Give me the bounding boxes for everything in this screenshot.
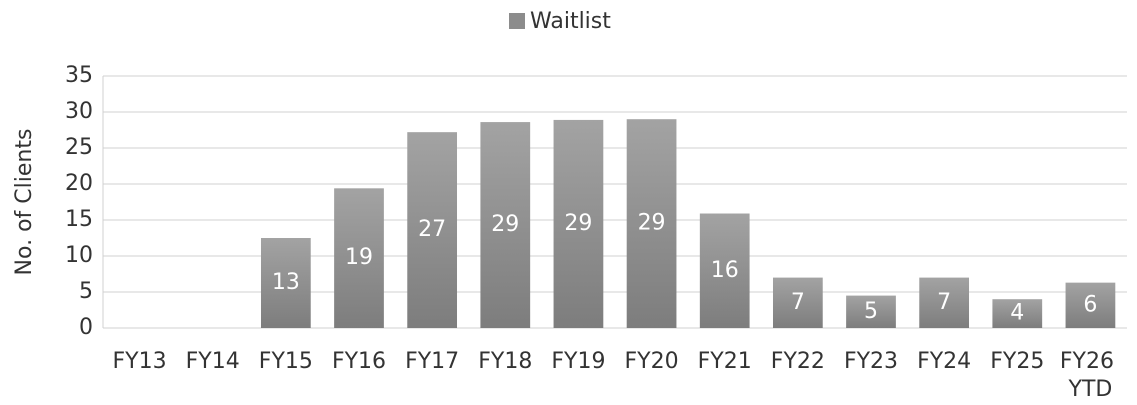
- bar: [772, 277, 823, 328]
- x-tick-label: FY16: [332, 349, 386, 374]
- data-label: 16: [711, 258, 739, 283]
- y-tick-label: 5: [79, 279, 93, 304]
- bar: [919, 277, 970, 328]
- legend-label: Waitlist: [530, 9, 611, 34]
- y-tick-label: 10: [65, 243, 93, 268]
- bar: [846, 295, 896, 328]
- bar: [626, 119, 677, 328]
- data-label: 7: [791, 290, 805, 315]
- bar: [260, 238, 311, 328]
- y-tick-label: 20: [65, 171, 93, 196]
- data-label: 4: [1010, 301, 1024, 326]
- x-tick-label: FY23: [844, 349, 898, 374]
- x-tick-label: FY17: [405, 349, 459, 374]
- data-label: 7: [937, 290, 951, 315]
- y-tick-label: 0: [79, 315, 93, 340]
- data-label: 19: [345, 245, 373, 270]
- y-tick-label: 25: [65, 135, 93, 160]
- x-tick-label: FY18: [478, 349, 532, 374]
- x-tick-label: FY25: [990, 349, 1044, 374]
- bar: [992, 299, 1043, 328]
- x-tick-label: FY22: [771, 349, 825, 374]
- bar: [407, 132, 458, 328]
- x-tick-label: FY15: [259, 349, 313, 374]
- x-tick-label: FY14: [186, 349, 240, 374]
- data-label: 27: [418, 217, 446, 242]
- x-tick-label: FY13: [113, 349, 167, 374]
- y-tick-label: 30: [65, 99, 93, 124]
- y-tick-label: 15: [65, 207, 93, 232]
- x-tick-label: FY20: [625, 349, 679, 374]
- bar: [699, 213, 750, 328]
- data-label: 13: [272, 270, 300, 295]
- data-label: 29: [491, 212, 519, 237]
- data-label: 29: [564, 211, 592, 236]
- legend-swatch: [509, 13, 525, 29]
- bar: [553, 119, 604, 328]
- y-axis-label: No. of Clients: [12, 129, 37, 276]
- x-tick-label: FY26 YTD: [1060, 349, 1121, 402]
- y-tick-label: 35: [65, 63, 93, 88]
- data-label: 5: [864, 299, 878, 324]
- x-tick-label: FY24: [917, 349, 971, 374]
- x-tick-label: FY19: [551, 349, 605, 374]
- bar: [334, 188, 384, 328]
- data-label: 6: [1083, 292, 1097, 317]
- data-label: 29: [638, 211, 666, 236]
- bar: [480, 122, 531, 328]
- bar: [1065, 282, 1116, 328]
- x-tick-label: FY21: [698, 349, 752, 374]
